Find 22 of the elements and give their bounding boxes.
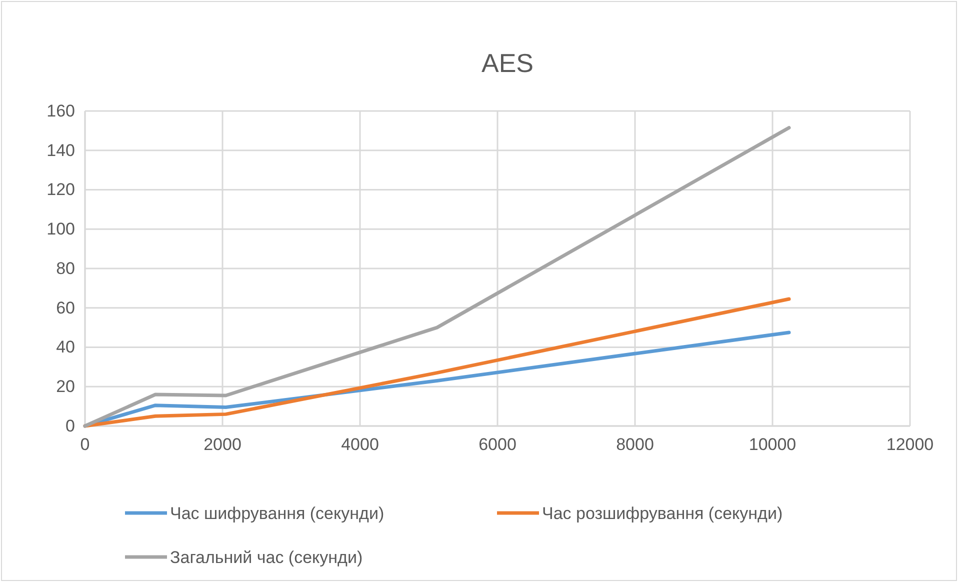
x-tick-label: 6000 (478, 435, 516, 454)
line-series (83, 126, 791, 428)
x-tick-label: 12000 (886, 435, 934, 454)
y-tick-label: 20 (56, 377, 75, 396)
y-tick-label: 40 (56, 338, 75, 357)
line-series (83, 297, 791, 428)
legend-label: Час розшифрування (секунди) (542, 504, 783, 523)
legend-label: Загальний час (секунди) (170, 548, 363, 567)
y-tick-label: 120 (46, 180, 75, 200)
x-tick-label: 0 (80, 435, 90, 454)
y-tick-label: 80 (56, 258, 75, 278)
x-tick-label: 4000 (341, 435, 379, 454)
x-tick-label: 10000 (748, 435, 796, 454)
chart-title: AES (481, 48, 534, 78)
y-tick-label: 140 (46, 140, 75, 160)
y-tick-label: 0 (66, 416, 75, 436)
x-tick-label: 8000 (616, 435, 654, 454)
x-tick-label: 2000 (204, 435, 242, 454)
y-tick-label: 160 (46, 101, 75, 120)
legend-label: Час шифрування (секунди) (170, 504, 384, 523)
y-tick-label: 60 (56, 298, 75, 318)
y-tick-label: 100 (46, 220, 75, 239)
